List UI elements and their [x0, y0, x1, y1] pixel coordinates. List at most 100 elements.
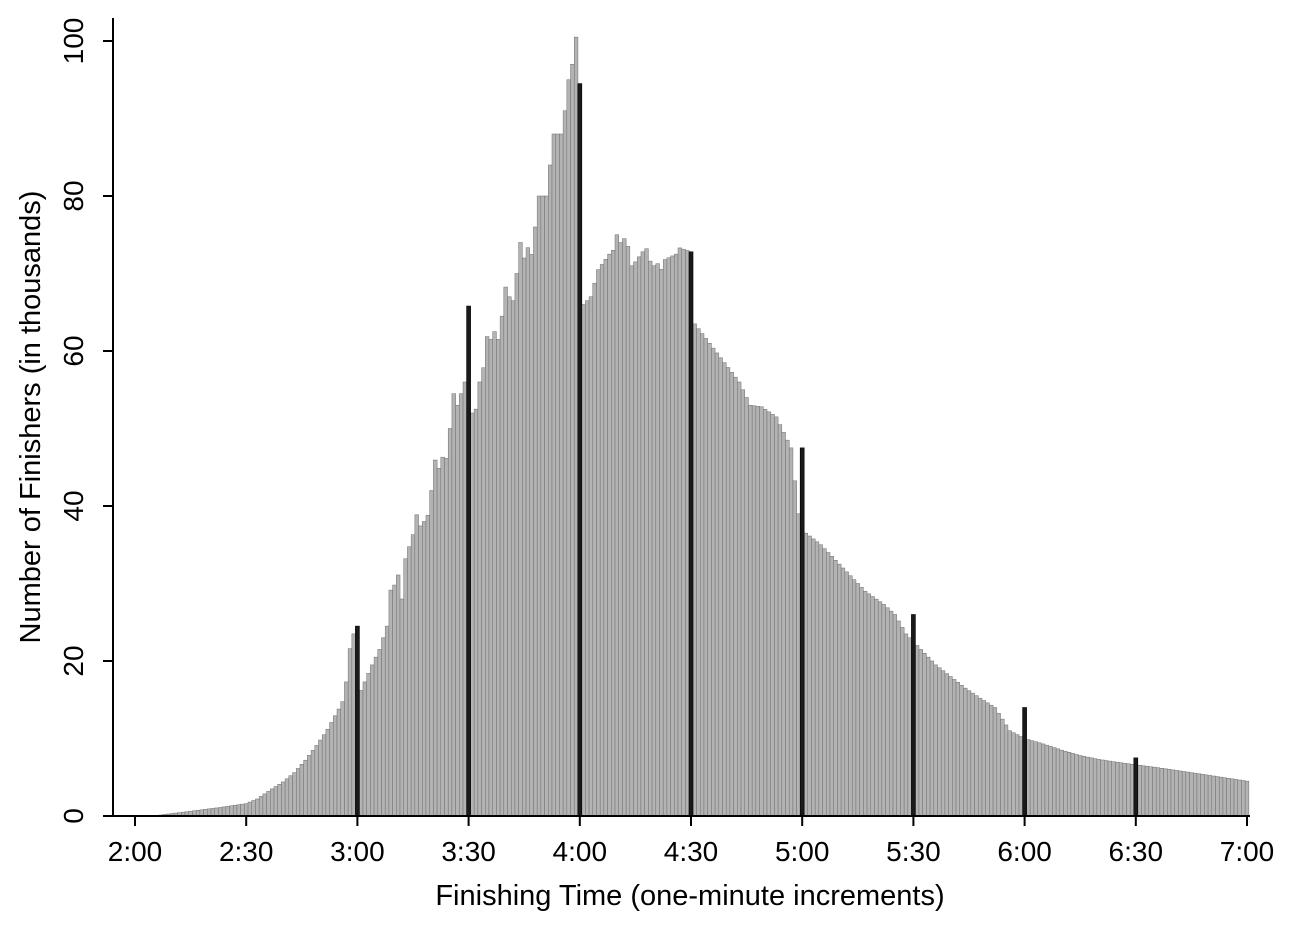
bar [236, 804, 241, 817]
bar [551, 133, 556, 817]
highlight-bar [1022, 707, 1027, 817]
bar [863, 591, 868, 817]
bar [685, 250, 690, 817]
bar [992, 707, 998, 817]
bar [670, 255, 675, 817]
bar [607, 253, 612, 817]
bar [459, 393, 464, 817]
bar [959, 684, 964, 817]
bar [207, 808, 212, 817]
bar [1244, 780, 1250, 817]
bar [307, 755, 312, 817]
bar [214, 807, 219, 817]
bar [588, 296, 594, 817]
x-axis-ticks: 2:00 2:30 3:00 3:30 4:00 4:30 5:00 5:30 6:00 6:30… [108, 816, 1274, 867]
bar [900, 627, 905, 817]
bar [570, 64, 575, 817]
bar [633, 261, 638, 817]
bar [955, 682, 960, 817]
bar [244, 803, 249, 817]
bar [1144, 765, 1150, 817]
highlight-bars-group [355, 83, 1139, 817]
bar [1089, 757, 1094, 817]
bar [1059, 749, 1064, 817]
bar [392, 584, 397, 817]
bar [1078, 755, 1083, 817]
bar [221, 806, 227, 817]
bar [1237, 779, 1242, 817]
bar [766, 411, 771, 817]
bar [666, 257, 671, 817]
bar [399, 598, 404, 817]
x-tick-label: 2:00 [108, 836, 163, 867]
bar [859, 587, 864, 817]
bar [763, 409, 768, 817]
bar [1015, 734, 1020, 817]
bar [540, 195, 545, 817]
bar [429, 490, 434, 817]
bar [1096, 759, 1101, 817]
bar [759, 406, 764, 817]
bar [366, 673, 371, 817]
bar [851, 579, 857, 817]
bar [1226, 778, 1231, 817]
bar [952, 679, 957, 817]
bar [1063, 750, 1068, 817]
bar [637, 256, 642, 817]
bar [407, 546, 412, 817]
bar [1159, 768, 1164, 817]
bar [321, 734, 327, 817]
bars-group [155, 36, 1250, 817]
bar [874, 598, 879, 817]
bar [1189, 772, 1194, 817]
bar [1200, 774, 1205, 817]
bar [1215, 776, 1220, 817]
bar [844, 571, 849, 817]
bar [258, 796, 264, 817]
bar [803, 532, 809, 817]
bar [796, 513, 801, 817]
bar [929, 660, 935, 817]
bar [444, 458, 449, 817]
bar [770, 414, 775, 817]
bar [896, 620, 901, 817]
bar [247, 801, 253, 817]
x-tick-label: 6:00 [997, 836, 1052, 867]
bar [640, 251, 645, 817]
bar [433, 459, 438, 817]
bar [362, 681, 367, 817]
bar [722, 362, 727, 817]
bar [644, 248, 649, 817]
bar [536, 195, 542, 817]
x-tick-label: 5:00 [775, 836, 830, 867]
bar [774, 416, 779, 817]
bar [1204, 774, 1209, 817]
highlight-bar [799, 447, 805, 817]
bar [440, 456, 445, 817]
highlight-bar [1133, 757, 1139, 817]
bar [1148, 766, 1153, 817]
bar [496, 339, 501, 817]
bar [703, 338, 708, 817]
bar [1037, 742, 1042, 817]
bar [1122, 763, 1127, 817]
bar [948, 676, 953, 817]
bar [1026, 739, 1031, 817]
bar [711, 347, 716, 817]
bar [1126, 763, 1131, 817]
bar [996, 713, 1001, 817]
bar [455, 405, 460, 817]
bar [425, 515, 430, 817]
bar [655, 263, 660, 817]
bar [318, 739, 323, 817]
bar [396, 574, 401, 817]
bar [611, 250, 616, 817]
bar [903, 633, 909, 817]
bar [325, 728, 330, 817]
bar [963, 687, 968, 817]
bar [933, 664, 938, 817]
bar [592, 282, 597, 817]
bar [1193, 772, 1198, 817]
bar [807, 535, 812, 817]
bar [970, 692, 975, 817]
